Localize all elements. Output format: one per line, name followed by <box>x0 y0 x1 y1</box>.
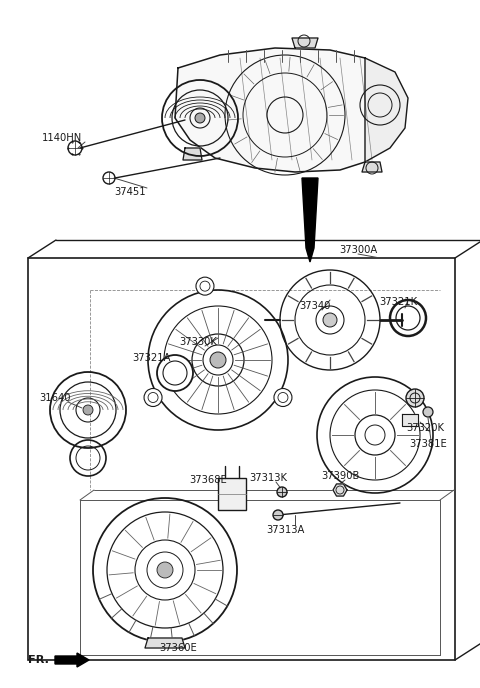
Circle shape <box>210 352 226 368</box>
Text: 37300A: 37300A <box>339 245 377 255</box>
Circle shape <box>196 277 214 295</box>
Text: 37330K: 37330K <box>179 337 217 347</box>
Polygon shape <box>402 414 418 426</box>
Circle shape <box>273 510 283 520</box>
Text: 37390B: 37390B <box>321 471 359 481</box>
Text: 37360E: 37360E <box>159 643 197 653</box>
Text: 37321A: 37321A <box>133 353 171 363</box>
Text: 31640: 31640 <box>39 393 71 403</box>
Text: 1140HN: 1140HN <box>42 133 82 143</box>
Polygon shape <box>292 38 318 48</box>
Text: 37381E: 37381E <box>409 439 447 449</box>
Polygon shape <box>362 162 382 172</box>
Polygon shape <box>365 58 408 162</box>
Circle shape <box>195 113 205 123</box>
Bar <box>28 258 455 660</box>
Circle shape <box>157 562 173 578</box>
FancyArrow shape <box>55 653 89 667</box>
Circle shape <box>157 355 193 391</box>
Text: 37340: 37340 <box>300 301 331 311</box>
Polygon shape <box>333 484 347 496</box>
Circle shape <box>144 389 162 407</box>
Text: 37451: 37451 <box>114 187 146 197</box>
Circle shape <box>83 405 93 415</box>
Polygon shape <box>175 48 400 172</box>
Circle shape <box>406 389 424 407</box>
Polygon shape <box>145 638 185 648</box>
Polygon shape <box>183 148 202 160</box>
Bar <box>218 478 246 510</box>
Circle shape <box>423 407 433 417</box>
Circle shape <box>323 313 337 327</box>
Circle shape <box>274 389 292 407</box>
Text: 37368E: 37368E <box>189 475 227 485</box>
Text: 37320K: 37320K <box>406 423 444 433</box>
Text: 37313A: 37313A <box>266 525 304 535</box>
Text: FR.: FR. <box>28 655 49 665</box>
Polygon shape <box>302 178 318 262</box>
Text: 37313K: 37313K <box>249 473 287 483</box>
Text: 37321K: 37321K <box>379 297 417 307</box>
Circle shape <box>277 487 287 497</box>
